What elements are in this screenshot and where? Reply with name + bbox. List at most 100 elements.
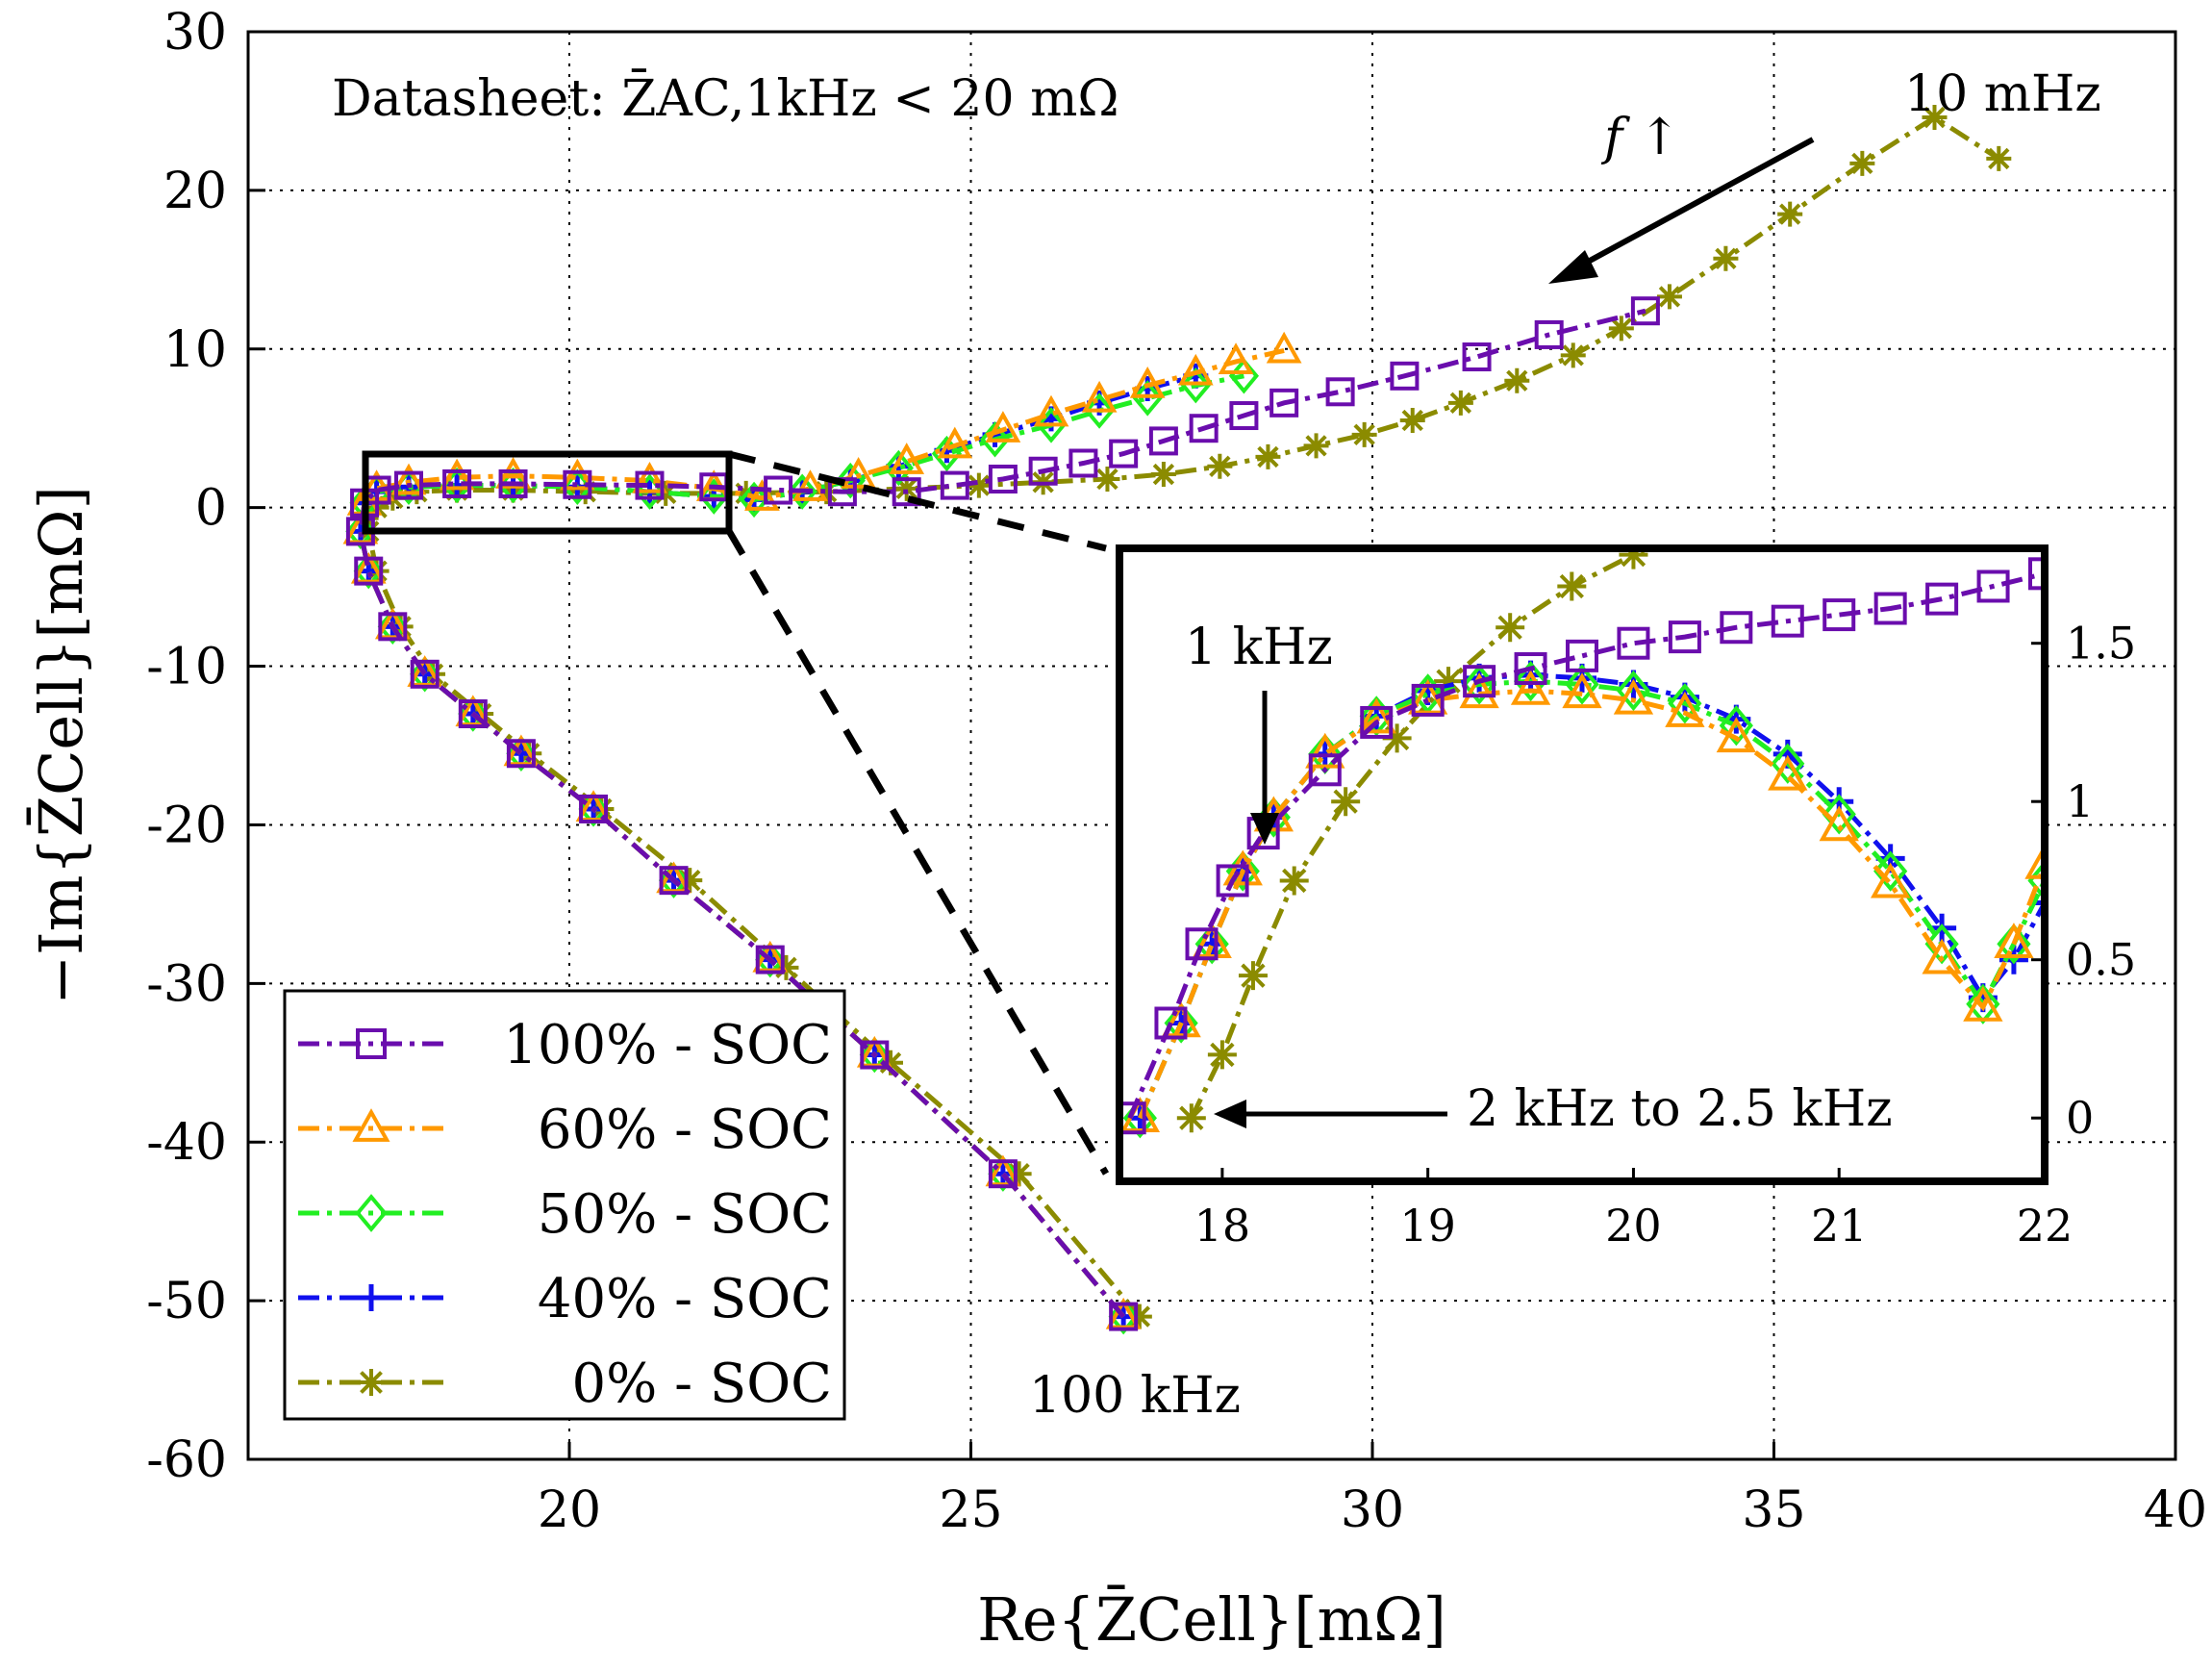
series-line — [365, 114, 2000, 1319]
series-100-soc — [345, 296, 1660, 1331]
inset-data-point — [1557, 571, 1587, 601]
data-point — [1255, 443, 1281, 469]
legend-entry: 100% - SOC — [298, 1014, 832, 1076]
inset-data-point — [1356, 697, 1396, 734]
legend: 100% - SOC 60% - SOC 50% - SOC 40% - SOC 0% … — [283, 989, 846, 1421]
data-point — [739, 481, 769, 519]
y-tick-label: 0 — [195, 480, 227, 538]
inset-series-50-soc — [1122, 661, 2045, 1139]
inset-x-tick-label: 21 — [1811, 1200, 1868, 1252]
legend-entry: 50% - SOC — [298, 1183, 832, 1246]
inset-x-tick-label: 22 — [2017, 1200, 2074, 1252]
data-point — [1033, 394, 1069, 427]
inset-data-point — [1665, 691, 1705, 727]
inset-data-point — [1719, 705, 1753, 746]
data-point — [1126, 1303, 1152, 1329]
inset-y-tick-label: 0.5 — [2066, 934, 2136, 986]
inset-data-point — [1216, 864, 1249, 898]
annotation-frequency-arrow: f ↑ — [1600, 109, 1680, 166]
data-point — [1148, 426, 1178, 456]
data-point — [1081, 380, 1118, 413]
data-point — [1986, 145, 2012, 171]
data-point — [1150, 462, 1176, 488]
data-point — [506, 739, 536, 769]
inset-data-point — [2028, 557, 2045, 591]
frequency-arrow-line — [1575, 137, 1815, 270]
data-point — [1269, 388, 1299, 418]
data-point — [940, 470, 969, 500]
inset-y-tick-label: 1.5 — [2066, 618, 2136, 670]
data-point — [1068, 448, 1098, 478]
x-tick-label: 25 — [939, 1481, 1002, 1539]
data-point — [354, 556, 384, 586]
data-point — [988, 464, 1018, 493]
zoom-connector-bottom — [725, 529, 1110, 1176]
inset-data-point — [1207, 1040, 1237, 1070]
data-point — [744, 479, 780, 511]
legend-label: 60% - SOC — [538, 1099, 832, 1161]
data-point — [439, 458, 475, 491]
inset-data-point — [1161, 1001, 1201, 1038]
data-point — [380, 485, 406, 511]
data-point — [1036, 407, 1067, 443]
y-tick-label: 10 — [163, 321, 227, 379]
data-point — [787, 473, 817, 510]
inset-data-point — [1822, 794, 1856, 835]
data-point — [1109, 439, 1139, 468]
main-series-group — [342, 105, 2012, 1335]
inset-series-line — [1127, 570, 2045, 1120]
legend-label: 100% - SOC — [503, 1014, 832, 1076]
inset-data-point — [1566, 639, 1598, 672]
data-point — [495, 457, 531, 489]
inset-data-point — [1716, 717, 1756, 753]
inset-data-point — [2024, 843, 2045, 879]
data-point — [378, 612, 408, 642]
inset-series-0-soc — [1176, 548, 1655, 1133]
data-point — [883, 449, 914, 487]
data-point — [966, 472, 992, 498]
data-point — [1399, 407, 1425, 433]
inset-data-point — [1463, 665, 1496, 698]
data-point — [892, 477, 921, 507]
data-point — [563, 469, 592, 499]
data-point — [755, 945, 785, 974]
inset-data-point — [1720, 611, 1753, 645]
data-point — [410, 656, 440, 693]
frequency-arrow-head — [1548, 250, 1598, 284]
data-point — [878, 1050, 903, 1075]
data-point — [1189, 414, 1219, 443]
inset-data-point — [1873, 592, 1907, 625]
inset-x-tick-label: 20 — [1605, 1200, 1662, 1252]
inset-data-point — [2027, 860, 2045, 901]
data-point — [497, 467, 529, 504]
data-point — [1109, 1302, 1139, 1331]
data-point — [1207, 453, 1233, 479]
legend-marker — [358, 1369, 385, 1396]
legend-marker — [356, 1028, 387, 1059]
x-axis-label: Re{Z̄Cell}[mΩ] — [977, 1584, 1446, 1655]
inset-data-point — [1819, 805, 1859, 842]
data-point — [1630, 296, 1660, 326]
inset-data-point — [1496, 613, 1525, 643]
inset-series-100-soc — [1119, 557, 2045, 1135]
data-point — [985, 411, 1021, 443]
data-point — [773, 954, 799, 980]
inset-series-line — [1138, 688, 2045, 1120]
y-tick-label: -30 — [146, 955, 227, 1013]
inset-data-point — [1360, 705, 1394, 739]
data-point — [1777, 201, 1803, 227]
data-point — [632, 461, 667, 493]
inset-data-point — [1963, 985, 2003, 1022]
inset-data-point — [1238, 961, 1268, 991]
data-point — [860, 1040, 890, 1070]
y-tick-label: -10 — [146, 639, 227, 696]
y-tick-label: -40 — [146, 1114, 227, 1172]
data-point — [1108, 1298, 1139, 1335]
data-point — [377, 608, 408, 645]
data-point — [814, 479, 840, 505]
inset-data-point — [1617, 626, 1650, 660]
inset-data-point — [1308, 753, 1342, 787]
data-point — [394, 470, 423, 500]
